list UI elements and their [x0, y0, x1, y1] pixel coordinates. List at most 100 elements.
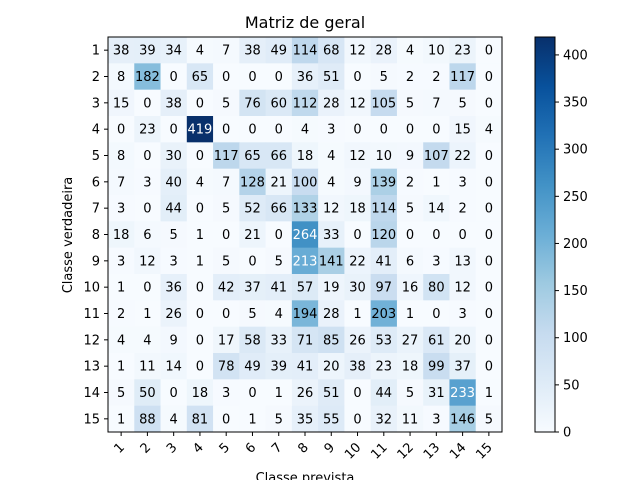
cell-value-label: 0	[485, 202, 493, 217]
heatmap-cell	[396, 300, 424, 328]
heatmap-cell	[291, 89, 319, 117]
cell-value-label: 38	[244, 44, 261, 59]
heatmap-cell	[186, 63, 214, 91]
cell-value-label: 0	[170, 70, 178, 85]
cell-value-label: 5	[380, 70, 388, 85]
heatmap-cell	[134, 274, 162, 301]
cell-value-label: 4	[327, 175, 335, 190]
cell-value-label: 16	[402, 281, 419, 296]
heatmap-cell	[396, 168, 424, 196]
cell-value-label: 3	[432, 254, 440, 269]
x-tick-label: 12	[395, 440, 417, 462]
heatmap-cell	[186, 116, 214, 143]
heatmap-cell	[344, 247, 372, 275]
heatmap-cell	[291, 326, 319, 354]
heatmap-cell	[160, 168, 188, 196]
cell-value-label: 4	[485, 123, 493, 138]
cell-value-label: 0	[485, 281, 493, 296]
heatmap-cell	[396, 89, 424, 117]
cell-value-label: 5	[406, 386, 414, 401]
heatmap-cell	[475, 221, 503, 249]
heatmap-cell	[396, 247, 424, 275]
cell-value-label: 0	[406, 123, 414, 138]
cell-value-label: 1	[275, 386, 283, 401]
heatmap-cell	[423, 247, 450, 275]
heatmap-cell	[291, 247, 319, 275]
heatmap-cell	[265, 63, 293, 91]
cell-value-label: 57	[297, 281, 314, 296]
cell-value-label: 114	[371, 202, 396, 217]
cell-value-label: 5	[117, 386, 125, 401]
cell-value-label: 0	[222, 412, 230, 427]
cell-value-label: 32	[376, 412, 393, 427]
heatmap-cell	[213, 89, 240, 117]
cell-value-label: 3	[117, 254, 125, 269]
y-tick-label: 7	[92, 202, 100, 217]
heatmap-cell	[239, 353, 267, 380]
cell-value-label: 15	[454, 123, 471, 138]
heatmap-cell	[160, 405, 188, 433]
heatmap-cell	[291, 195, 319, 222]
cell-value-label: 80	[428, 281, 445, 296]
heatmap-cell	[344, 89, 372, 117]
heatmap-cell	[291, 405, 319, 433]
cell-value-label: 100	[293, 175, 318, 190]
cell-value-label: 107	[424, 149, 449, 164]
cell-value-label: 0	[196, 333, 204, 348]
cell-value-label: 78	[218, 360, 235, 375]
cell-value-label: 31	[428, 386, 445, 401]
heatmap-cell	[475, 326, 503, 354]
heatmap-cell	[186, 89, 214, 117]
cell-value-label: 88	[139, 412, 156, 427]
heatmap-cell	[475, 63, 503, 91]
heatmap-cell	[186, 247, 214, 275]
heatmap-cell	[475, 168, 503, 196]
heatmap-cell	[318, 274, 345, 301]
heatmap-cell	[160, 247, 188, 275]
cell-value-label: 5	[485, 412, 493, 427]
cell-value-label: 4	[275, 307, 283, 322]
cell-value-label: 17	[218, 333, 235, 348]
colorbar-tick-label: 250	[563, 190, 588, 205]
heatmap-cell	[344, 221, 372, 249]
cell-value-label: 2	[117, 307, 125, 322]
cell-value-label: 3	[327, 123, 335, 138]
cell-value-label: 0	[380, 123, 388, 138]
cell-value-label: 6	[406, 254, 414, 269]
cell-value-label: 0	[485, 333, 493, 348]
cell-value-label: 5	[222, 96, 230, 111]
heatmap-cell	[265, 300, 293, 328]
cell-value-label: 1	[196, 254, 204, 269]
heatmap-cell	[370, 195, 398, 222]
heatmap-cell	[344, 379, 372, 407]
heatmap-cell	[423, 405, 450, 433]
cell-value-label: 52	[244, 202, 261, 217]
cell-value-label: 1	[406, 307, 414, 322]
heatmap-cell	[318, 168, 345, 196]
heatmap-cell	[344, 300, 372, 328]
cell-value-label: 21	[270, 175, 287, 190]
cell-value-label: 49	[270, 44, 287, 59]
heatmap-cell	[186, 379, 214, 407]
chart-title: Matriz de geral	[245, 13, 365, 32]
cell-value-label: 0	[143, 96, 151, 111]
heatmap-cell	[449, 300, 477, 328]
cell-value-label: 14	[428, 202, 445, 217]
cell-value-label: 0	[248, 123, 256, 138]
cell-value-label: 0	[353, 412, 361, 427]
cell-value-label: 4	[406, 44, 414, 59]
heatmap-cell	[265, 89, 293, 117]
heatmap-cell	[423, 353, 450, 380]
cell-value-label: 182	[135, 70, 160, 85]
heatmap-cell	[370, 63, 398, 91]
cell-value-label: 50	[139, 386, 156, 401]
heatmap-cell	[475, 89, 503, 117]
cell-value-label: 0	[143, 281, 151, 296]
y-tick-label: 12	[83, 333, 100, 348]
heatmap-cell	[318, 63, 345, 91]
cell-value-label: 10	[428, 44, 445, 59]
cell-value-label: 8	[117, 70, 125, 85]
heatmap-cell	[370, 116, 398, 143]
colorbar-tick-label: 300	[563, 143, 588, 158]
